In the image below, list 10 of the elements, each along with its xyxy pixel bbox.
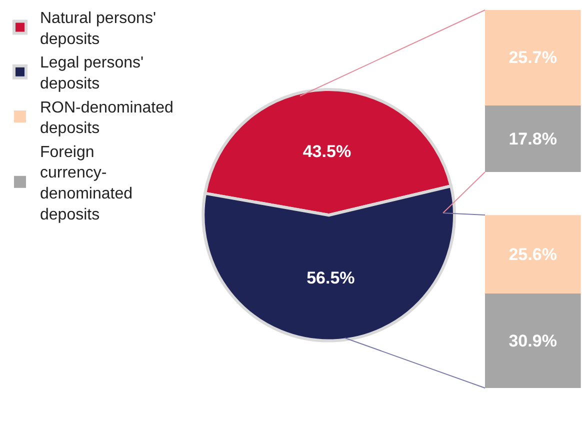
- data-label: 25.7%: [508, 48, 557, 68]
- data-label: 17.8%: [508, 129, 557, 148]
- legend-label: Foreign currency-denominated deposits: [40, 144, 133, 224]
- data-label: 43.5%: [302, 142, 352, 162]
- legend-label: Legal persons' deposits: [40, 54, 144, 93]
- legend-label: Natural persons' deposits: [40, 10, 156, 48]
- data-label: 25.6%: [508, 244, 557, 264]
- legend-label: RON-denominated deposits: [40, 99, 174, 138]
- data-label: 30.9%: [508, 331, 557, 350]
- data-label: 56.5%: [306, 268, 355, 288]
